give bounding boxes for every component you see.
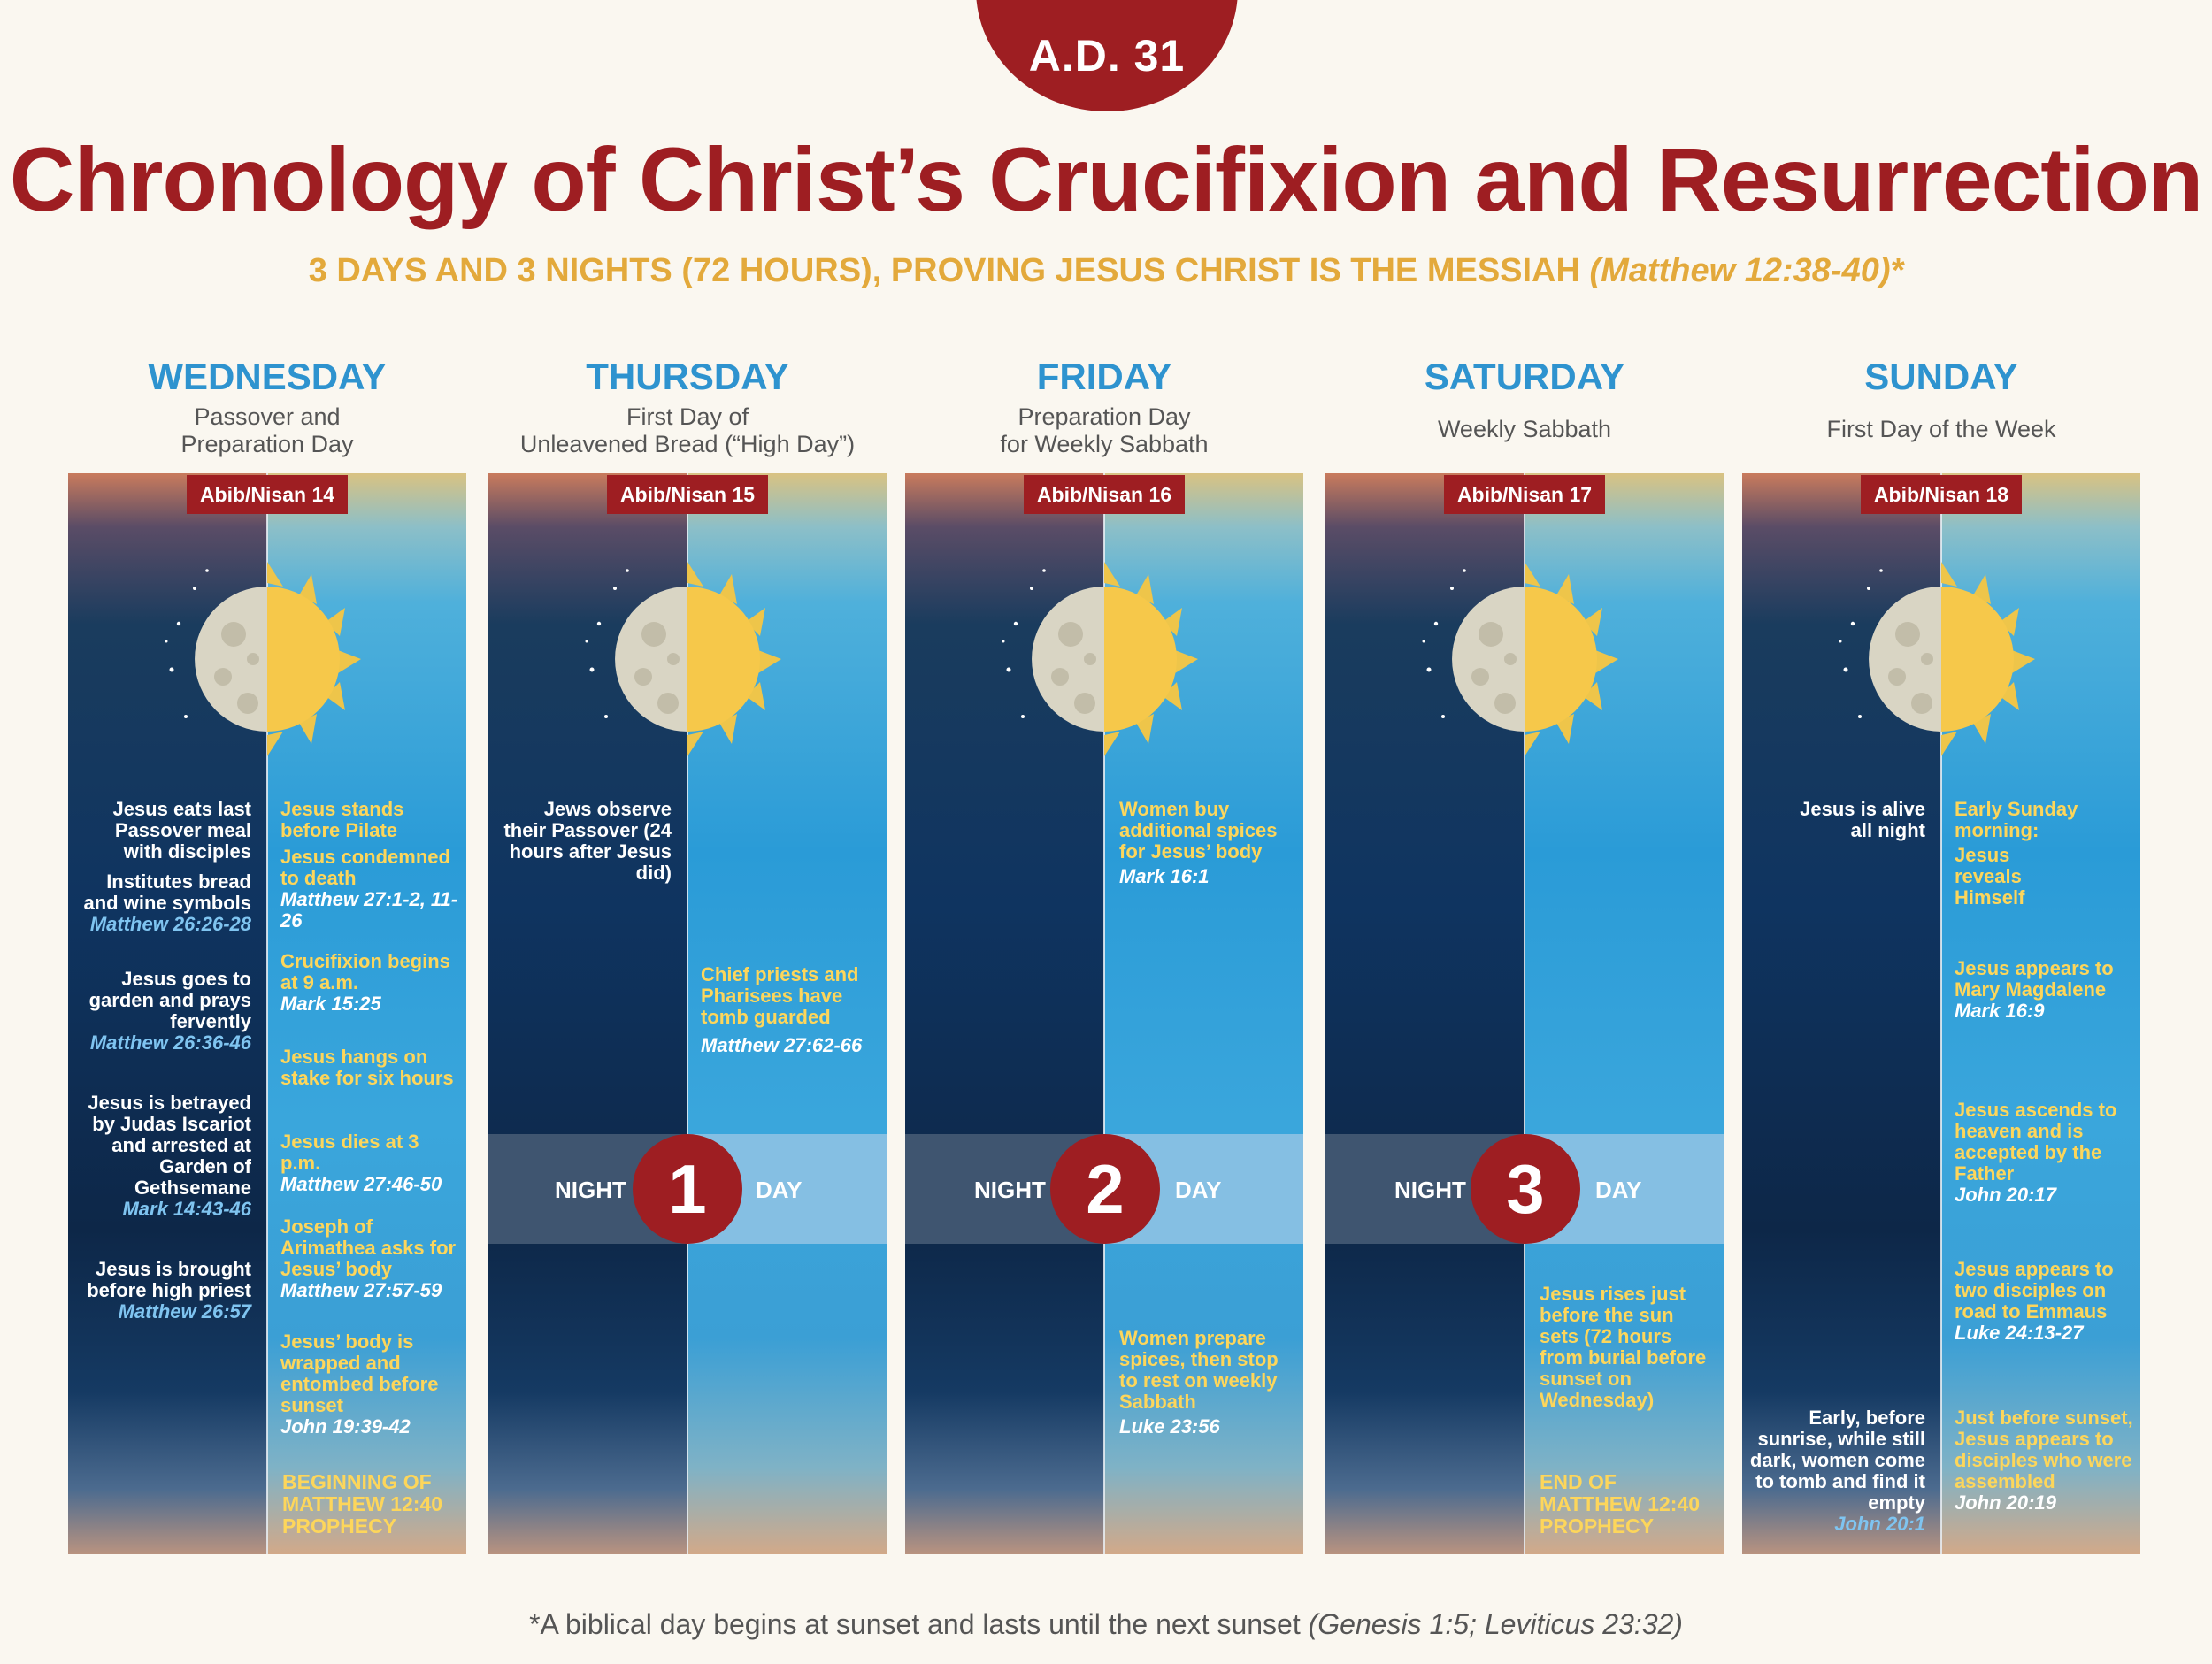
event-text: Jesus is betrayed by Judas Iscariot and … <box>88 1092 251 1220</box>
day-name: SUNDAY <box>1864 356 2018 397</box>
nisan-date-label: Abib/Nisan 18 <box>1861 475 2022 514</box>
sunset-divider <box>1524 473 1525 1554</box>
event-text: Institutes bread and wine symbols Matthew… <box>83 870 252 935</box>
nisan-date-label: Abib/Nisan 16 <box>1024 475 1185 514</box>
day-name: WEDNESDAY <box>148 356 387 397</box>
day-heading-thursday: THURSDAY First Day of Unleavened Bread (“… <box>488 354 887 458</box>
event-text: Jesus reveals Himself <box>1955 844 2025 909</box>
event-text: Jesus condemned to death Matthew 27:1-2, … <box>280 846 458 932</box>
moon-sun-icon <box>1839 562 2035 756</box>
day-desc: Weekly Sabbath <box>1437 416 1612 442</box>
event-text: Just before sunset, Jesus appears to dis… <box>1955 1407 2133 1514</box>
sunset-divider <box>1940 473 1942 1554</box>
page-title: Chronology of Christ’s Crucifixion and R… <box>9 129 2203 230</box>
event-text: Crucifixion begins at 9 a.m. Mark 15:25 <box>280 950 450 1015</box>
day-column-saturday: Abib/Nisan 17 Jesus rises just before th… <box>1325 473 1724 1554</box>
event-text: Jews observe their Passover (24 hours af… <box>503 798 672 884</box>
day-name: FRIDAY <box>1036 356 1172 397</box>
count-circle: 1 <box>633 1134 742 1244</box>
subtitle-text: 3 DAYS AND 3 NIGHTS (72 HOURS), PROVING … <box>308 252 1580 289</box>
day-label: DAY <box>1595 1177 1642 1203</box>
nisan-date-label: Abib/Nisan 17 <box>1444 475 1605 514</box>
sunset-divider <box>266 473 268 1554</box>
event-text: Jesus is alive all night <box>1800 798 1925 841</box>
day-heading-saturday: SATURDAY Weekly Sabbath <box>1325 354 1724 443</box>
event-text: Jesus hangs on stake for six hours <box>280 1046 454 1089</box>
moon-sun-icon <box>165 562 361 756</box>
day-column-thursday: Abib/Nisan 15 Jews observe their Passove… <box>488 473 887 1554</box>
event-text: Early, before sunrise, while still dark,… <box>1749 1407 1925 1535</box>
day-column-sunday: Abib/Nisan 18 Jesus is alive all night E… <box>1742 473 2140 1554</box>
sunset-divider <box>687 473 688 1554</box>
event-text: Jesus appears to Mary Magdalene Mark 16:9 <box>1955 957 2114 1022</box>
footnote: *A biblical day begins at sunset and las… <box>0 1608 2212 1641</box>
event-text: Jesus is brought before high priest Matth… <box>87 1258 251 1323</box>
event-text: Jesus appears to two disciples on road t… <box>1955 1258 2114 1344</box>
day-name: THURSDAY <box>586 356 789 397</box>
subtitle-ref: (Matthew 12:38-40)* <box>1589 252 1904 289</box>
moon-sun-icon <box>1422 562 1618 756</box>
day-desc: First Day of the Week <box>1826 416 2056 442</box>
day-column-friday: Abib/Nisan 16 Women buy additional spice… <box>905 473 1303 1554</box>
event-text: Jesus rises just before the sun sets (72… <box>1540 1283 1707 1411</box>
nisan-date-label: Abib/Nisan 15 <box>607 475 768 514</box>
night-label: NIGHT <box>974 1177 1046 1203</box>
page-subtitle: 3 DAYS AND 3 NIGHTS (72 HOURS), PROVING … <box>0 252 2212 290</box>
event-text: Jesus eats last Passover meal with disci… <box>112 798 251 863</box>
count-circle: 3 <box>1471 1134 1580 1244</box>
footnote-text: *A biblical day begins at sunset and las… <box>529 1608 1301 1640</box>
night-label: NIGHT <box>1394 1177 1466 1203</box>
day-column-wednesday: Abib/Nisan 14 Jesus eats last Passover m… <box>68 473 466 1554</box>
event-text: Jesus ascends to heaven and is accepted … <box>1955 1099 2117 1206</box>
year-badge-label: A.D. 31 <box>1028 31 1186 81</box>
day-name: SATURDAY <box>1424 356 1625 397</box>
event-text: Jesus stands before Pilate <box>280 798 404 841</box>
prophecy-end-label: END OF MATTHEW 12:40 PROPHECY <box>1540 1470 1701 1537</box>
count-circle: 2 <box>1050 1134 1160 1244</box>
day-heading-friday: FRIDAY Preparation Day for Weekly Sabbath <box>905 354 1303 458</box>
day-heading-wednesday: WEDNESDAY Passover and Preparation Day <box>68 354 466 458</box>
year-badge: A.D. 31 <box>976 0 1238 111</box>
night-label: NIGHT <box>555 1177 626 1203</box>
event-text: Jesus goes to garden and prays fervently… <box>88 968 251 1054</box>
event-text: Chief priests and Pharisees have tomb gu… <box>701 963 863 1056</box>
prophecy-begin-label: BEGINNING OF MATTHEW 12:40 PROPHECY <box>282 1470 443 1537</box>
event-text: Women buy additional spices for Jesus’ b… <box>1119 798 1278 887</box>
moon-sun-icon <box>1002 562 1198 756</box>
day-label: DAY <box>1175 1177 1222 1203</box>
day-count-band-3: NIGHT 3 DAY <box>1325 1134 1724 1244</box>
day-heading-sunday: SUNDAY First Day of the Week <box>1742 354 2140 443</box>
day-count-band-2: NIGHT 2 DAY <box>905 1134 1303 1244</box>
event-text: Early Sunday morning: <box>1955 798 2078 841</box>
event-text: Jesus’ body is wrapped and entombed befo… <box>280 1330 439 1438</box>
event-text: Jesus dies at 3 p.m. Matthew 27:46-50 <box>280 1131 442 1195</box>
day-label: DAY <box>756 1177 803 1203</box>
day-desc: Passover and Preparation Day <box>180 403 354 457</box>
event-text: Joseph of Arimathea asks for Jesus’ body… <box>280 1215 457 1301</box>
day-desc: First Day of Unleavened Bread (“High Day”… <box>519 403 856 457</box>
event-text: Women prepare spices, then stop to rest … <box>1119 1327 1279 1438</box>
footnote-ref: (Genesis 1:5; Leviticus 23:32) <box>1308 1608 1683 1640</box>
nisan-date-label: Abib/Nisan 14 <box>187 475 348 514</box>
moon-sun-icon <box>585 562 781 756</box>
sunset-divider <box>1103 473 1105 1554</box>
day-desc: Preparation Day for Weekly Sabbath <box>1000 403 1209 457</box>
